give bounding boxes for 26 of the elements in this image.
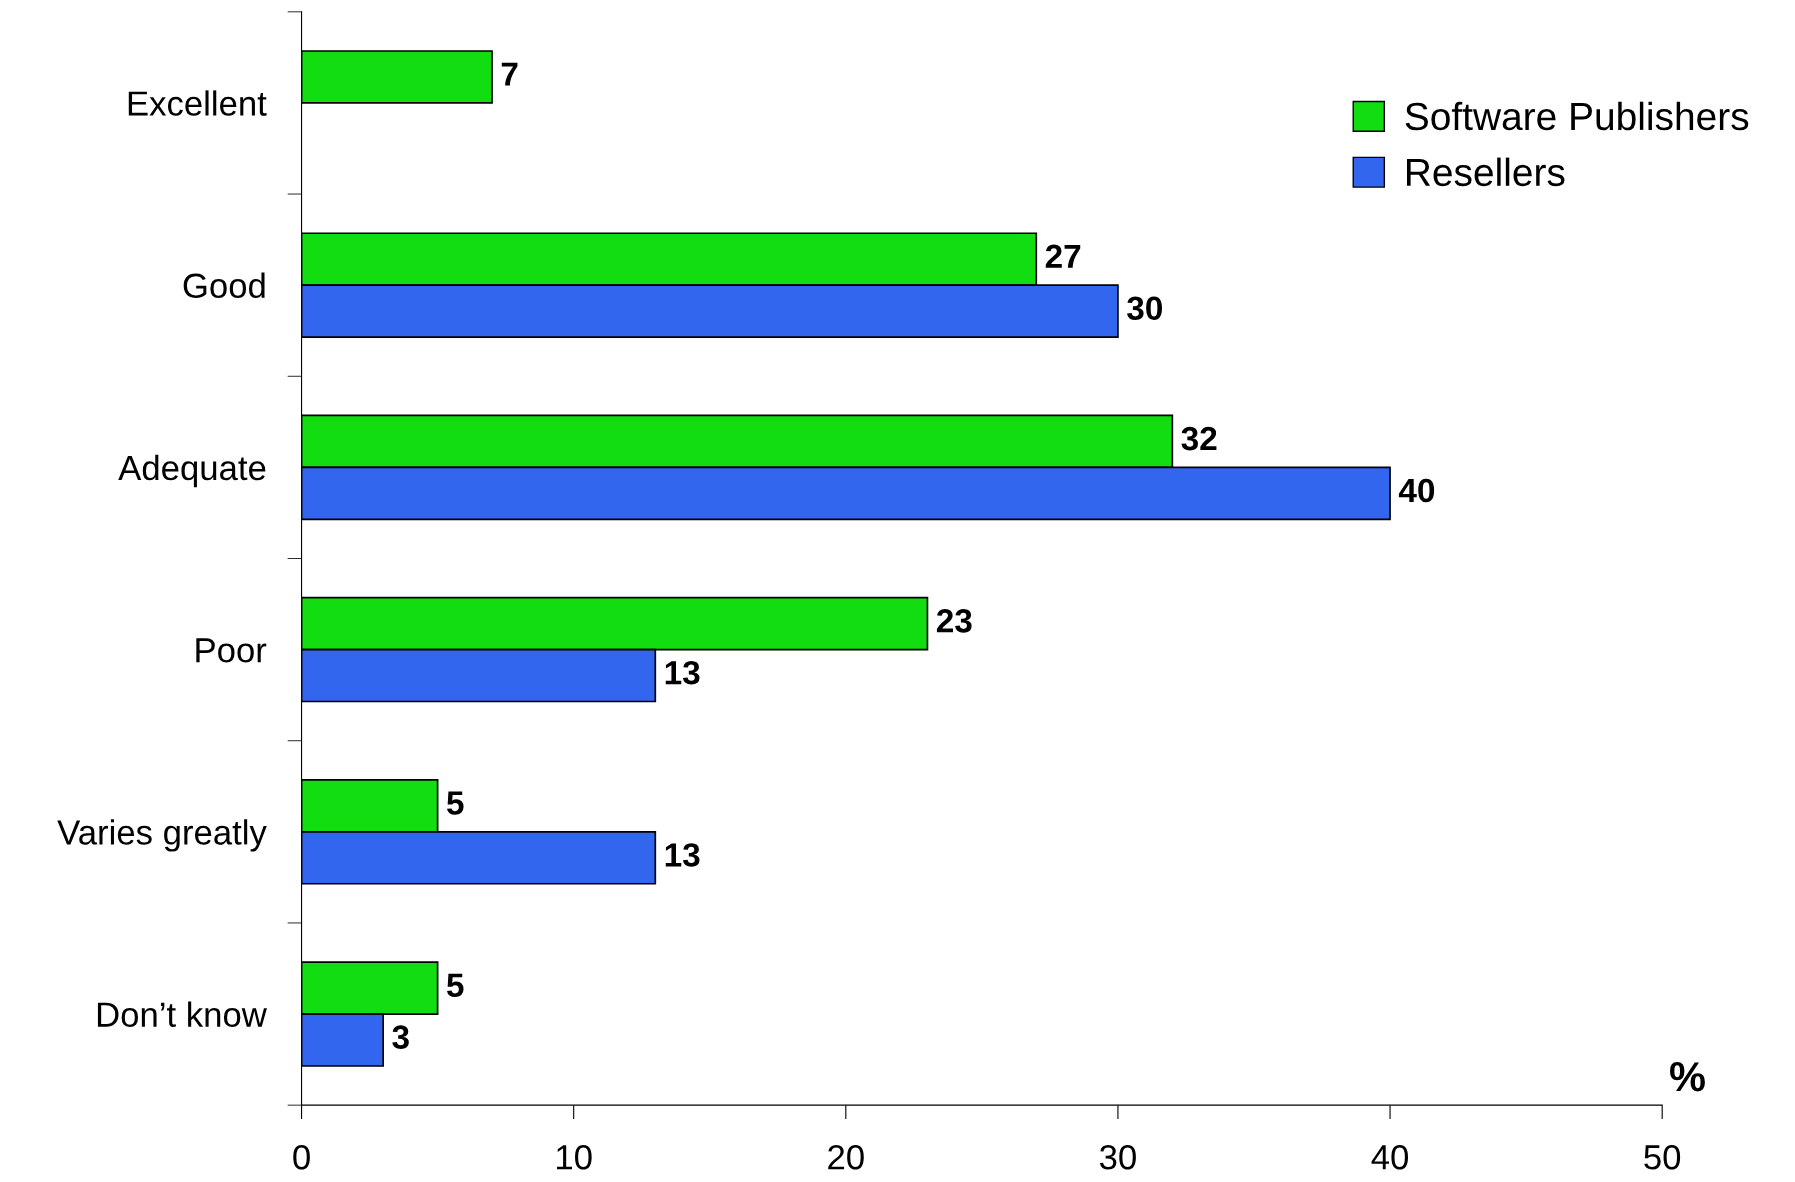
x-tick-label: 30 — [1099, 1144, 1136, 1170]
data-label: 40 — [1398, 478, 1435, 503]
data-label: 5 — [446, 973, 464, 998]
data-label: 30 — [1127, 296, 1162, 321]
legend-label: Resellers — [1406, 157, 1565, 187]
y-tick-label: Adequate — [118, 454, 266, 488]
data-label: 27 — [1045, 244, 1081, 268]
x-tick-label: 40 — [1371, 1144, 1408, 1170]
y-tick-label: Good — [183, 272, 265, 299]
x-tick-label: 50 — [1644, 1144, 1681, 1170]
data-label: 13 — [665, 843, 700, 867]
data-label: 13 — [665, 660, 700, 685]
y-tick-label: Don’t know — [97, 1001, 267, 1027]
y-tick-label: Excellent — [128, 90, 267, 116]
x-axis-title: % — [1670, 1062, 1705, 1092]
data-label: 5 — [446, 791, 464, 815]
legend-label: Software Publishers — [1405, 101, 1749, 131]
data-label: 7 — [501, 62, 518, 86]
y-tick-label: Varies greatly — [57, 819, 267, 852]
x-tick-label: 10 — [557, 1144, 592, 1170]
data-label: 3 — [392, 1025, 409, 1050]
data-label: 32 — [1181, 426, 1217, 451]
x-tick-label: 20 — [828, 1144, 864, 1170]
x-tick-label: 0 — [293, 1144, 310, 1170]
y-tick-label: Poor — [196, 638, 267, 663]
data-label: 23 — [936, 608, 972, 633]
